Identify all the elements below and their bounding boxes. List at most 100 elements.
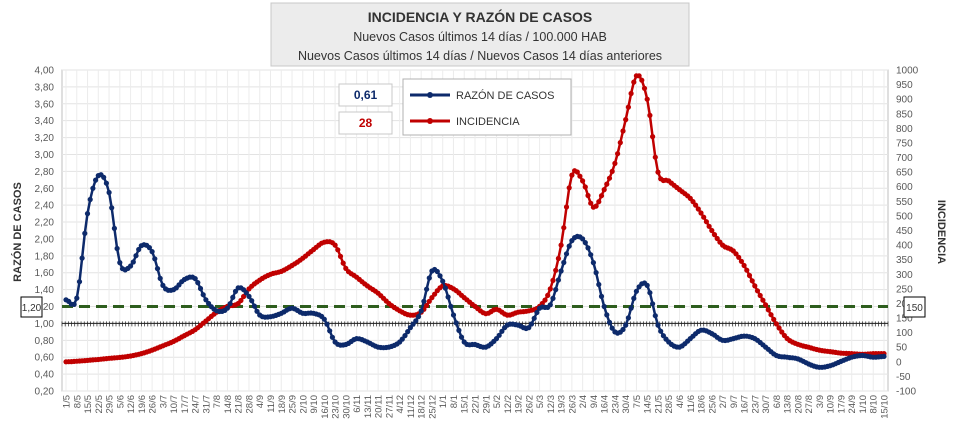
razon-marker <box>881 353 887 359</box>
razon-marker <box>644 282 650 288</box>
incidencia-marker <box>650 134 656 140</box>
razon-marker <box>456 327 462 333</box>
incidencia-marker <box>644 96 650 102</box>
y2-tick-label: 850 <box>896 109 913 120</box>
razon-marker <box>79 255 85 261</box>
razon-marker <box>652 313 658 319</box>
razon-marker <box>593 270 599 276</box>
y-tick-label: 1,20 <box>35 302 55 313</box>
incidencia-marker <box>555 255 562 262</box>
razon-marker <box>558 268 564 274</box>
y2-tick-label: 900 <box>896 95 913 106</box>
incidencia-marker <box>585 192 591 199</box>
razon-marker <box>426 275 432 281</box>
threshold-right-label: 150 <box>906 303 923 314</box>
razon-marker <box>566 243 572 249</box>
x-tick-label: 30/10 <box>341 395 352 419</box>
y2-tick-label: 650 <box>896 168 913 179</box>
y-tick-label: 4,00 <box>35 66 55 77</box>
y-tick-label: 3,80 <box>35 82 55 93</box>
incidencia-marker <box>703 219 710 225</box>
x-tick-label: 11/9 <box>266 395 277 413</box>
x-tick-label: 13/11 <box>363 395 374 418</box>
x-tick-label: 14/5 <box>643 395 654 414</box>
y-tick-label: 3,00 <box>35 150 55 161</box>
chart-subtitle-2: Nuevos Casos últimos 14 días / Nuevos Ca… <box>298 49 662 63</box>
axes: 0,20 0,40 0,60 0,80 1,00 1,20 1,40 1,60 1,80 2,00… <box>35 66 919 419</box>
razon-marker <box>130 259 136 265</box>
x-tick-label: 27/11 <box>384 395 395 418</box>
x-tick-label: 12/2 <box>503 395 514 414</box>
x-tick-label: 14/8 <box>223 395 234 414</box>
razon-marker <box>84 211 91 217</box>
x-tick-label: 12/6 <box>126 395 137 414</box>
razon-marker <box>580 236 586 242</box>
x-tick-label: 23/4 <box>610 395 621 414</box>
razon-marker <box>160 282 166 288</box>
razon-marker <box>620 326 626 333</box>
incidencia-marker <box>773 321 780 327</box>
razon-marker <box>251 303 257 309</box>
x-tick-label: 1/10 <box>858 395 869 414</box>
x-tick-label: 18/9 <box>277 395 288 414</box>
incidencia-marker <box>714 235 720 242</box>
razon-marker <box>633 288 640 294</box>
razon-marker <box>442 285 448 291</box>
x-tick-label: 27/8 <box>804 395 815 414</box>
razon-marker <box>87 196 93 203</box>
x-tick-label: 19/2 <box>514 395 525 414</box>
razon-marker <box>550 295 556 301</box>
razon-marker <box>606 319 613 325</box>
incidencia-marker <box>588 200 594 206</box>
x-tick-label: 4/12 <box>395 395 406 414</box>
x-tick-label: 11/12 <box>406 395 417 418</box>
razon-marker <box>82 230 88 236</box>
incidencia-marker <box>647 112 653 118</box>
razon-marker <box>563 251 570 257</box>
x-tick-label: 22/1 <box>471 395 482 414</box>
incidencia-marker <box>698 210 704 216</box>
incidencia-marker <box>636 73 642 79</box>
x-tick-label: 2/4 <box>578 395 589 408</box>
series-layer <box>63 73 887 370</box>
y2-tick-label: 700 <box>896 153 913 164</box>
incidencia-marker <box>574 169 580 175</box>
x-tick-label: 25/12 <box>427 395 438 419</box>
incidencia-marker <box>615 151 621 157</box>
x-tick-label: 31/7 <box>201 395 212 414</box>
x-tick-label: 8/5 <box>72 395 83 408</box>
razon-marker <box>534 309 540 316</box>
x-tick-label: 26/3 <box>567 395 578 414</box>
x-tick-label: 24/9 <box>847 395 858 414</box>
y2-tick-label: 800 <box>896 124 913 135</box>
legend-razon-label: RAZÓN DE CASOS <box>456 89 554 102</box>
incidencia-marker <box>598 193 605 199</box>
incidencia-marker <box>693 202 699 208</box>
x-tick-label: 17/9 <box>836 395 847 414</box>
razon-marker <box>623 322 629 328</box>
x-tick-label: 21/8 <box>234 395 245 414</box>
incidencia-marker <box>746 272 753 279</box>
incidencia-marker <box>335 247 341 253</box>
razon-marker <box>458 334 465 340</box>
razon-marker <box>117 260 123 266</box>
razon-marker <box>424 286 430 292</box>
y2-tick-label: 750 <box>896 138 913 149</box>
y2-tick-label: 250 <box>896 284 913 295</box>
y-tick-label: 0,20 <box>35 387 55 398</box>
incidencia-marker <box>601 187 607 193</box>
x-tick-label: 3/9 <box>815 395 826 408</box>
x-tick-label: 19/3 <box>557 395 568 414</box>
incidencia-marker <box>706 223 712 229</box>
razon-marker <box>149 249 155 255</box>
incidencia-marker <box>625 104 632 110</box>
razon-marker <box>547 302 553 308</box>
razon-marker <box>200 292 206 298</box>
y2-tick-label: 350 <box>896 255 913 266</box>
razon-marker <box>604 312 610 318</box>
x-tick-label: 6/11 <box>352 395 363 413</box>
x-tick-label: 11/6 <box>686 395 697 413</box>
y2-tick-label: 500 <box>896 211 913 222</box>
